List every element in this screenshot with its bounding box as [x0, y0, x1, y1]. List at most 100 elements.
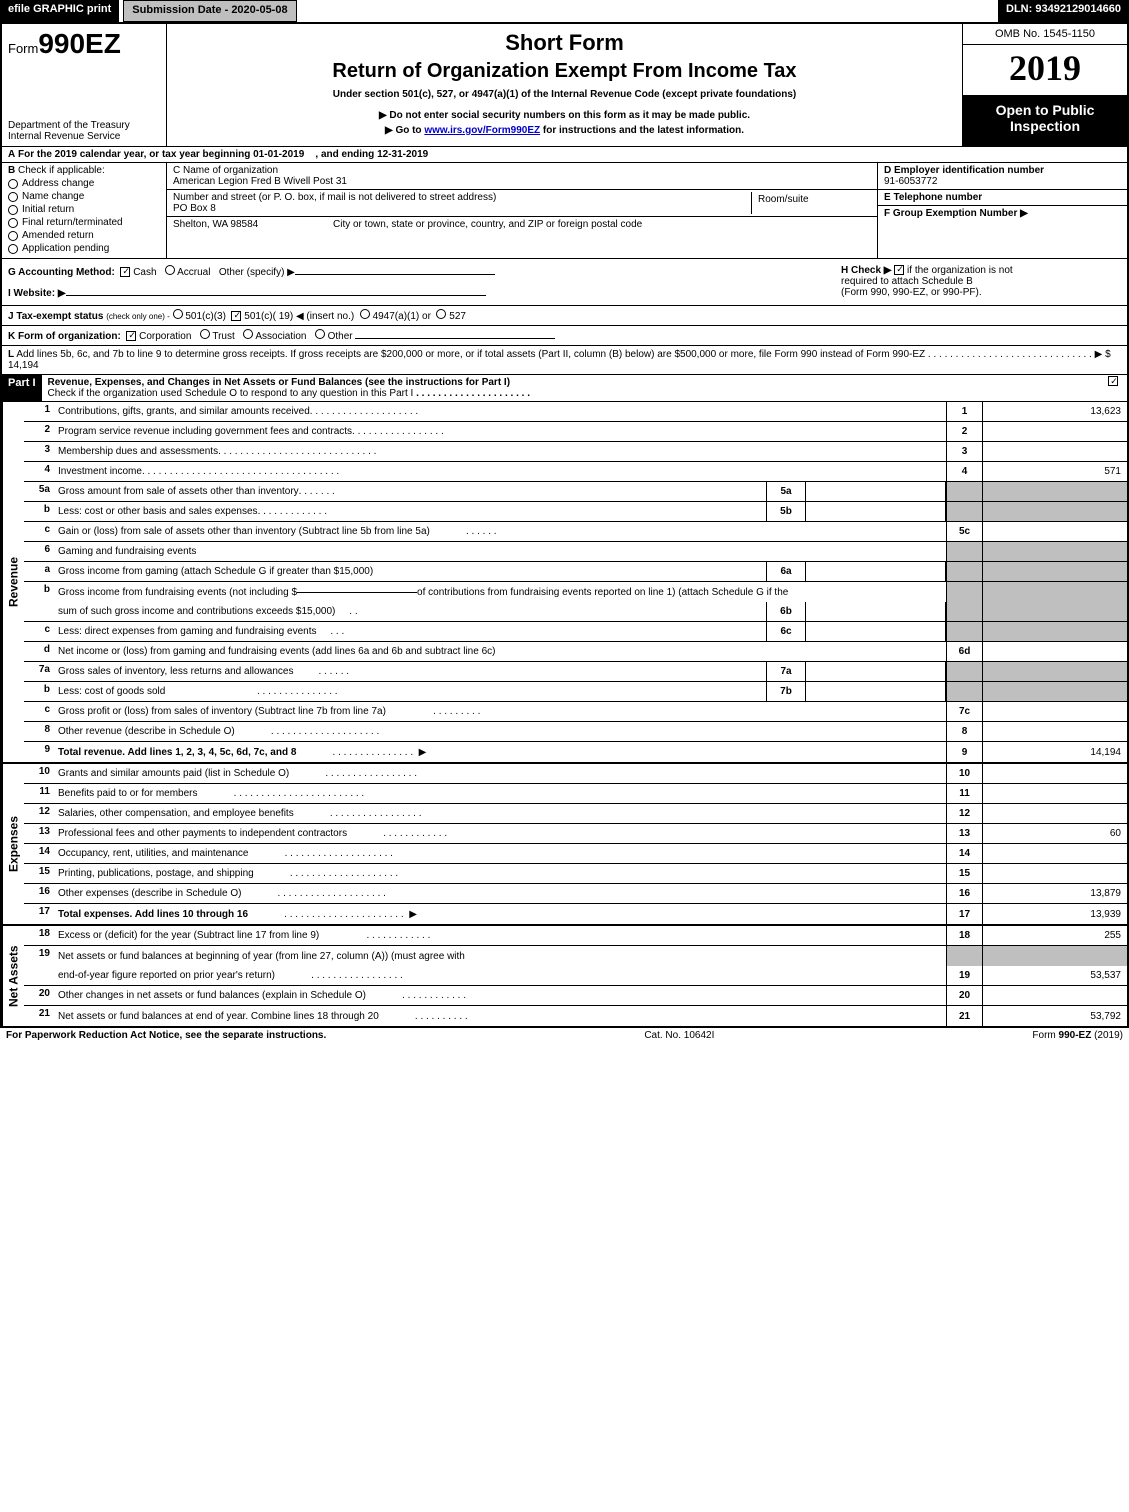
row-a-begin: 01-01-2019 [253, 149, 304, 160]
l17-desc: Total expenses. Add lines 10 through 16 [58, 909, 248, 920]
l18-desc: Excess or (deficit) for the year (Subtra… [58, 930, 319, 941]
l15-rnum: 15 [946, 864, 982, 883]
l13-desc: Professional fees and other payments to … [58, 828, 347, 839]
open-public-line1: Open to Public [965, 102, 1125, 118]
k-opt2: Association [255, 331, 306, 342]
k-opt0: Corporation [139, 331, 191, 342]
l6b2-num [24, 602, 54, 621]
l6a-num: a [24, 562, 54, 581]
d-ein-value: 91-6053772 [884, 176, 937, 187]
check-pending[interactable] [8, 244, 18, 254]
l4-rnum: 4 [946, 462, 982, 481]
l2-desc: Program service revenue including govern… [58, 426, 352, 437]
l19a-num: 19 [24, 946, 54, 966]
l6a-greyval [982, 562, 1127, 581]
radio-cash[interactable] [120, 267, 130, 277]
row-k: K Form of organization: Corporation Trus… [2, 326, 1127, 346]
l6c-inum: 6c [766, 622, 806, 641]
l1-rnum: 1 [946, 402, 982, 421]
form-header: Form990EZ Department of the Treasury Int… [2, 24, 1127, 147]
k-assoc[interactable] [243, 329, 253, 339]
k-trust[interactable] [200, 329, 210, 339]
l16-val: 13,879 [982, 884, 1127, 903]
l8-val [982, 722, 1127, 741]
open-public-badge: Open to Public Inspection [963, 96, 1127, 146]
l6b-blank[interactable] [297, 592, 417, 593]
l5c-desc: Gain or (loss) from sale of assets other… [58, 526, 430, 537]
check-label-2: Initial return [22, 204, 74, 215]
l21-val: 53,792 [982, 1006, 1127, 1026]
check-name-change[interactable] [8, 192, 18, 202]
j-opt3: 4947(a)(1) or [373, 311, 431, 322]
efile-print-button[interactable]: efile GRAPHIC print [0, 0, 119, 22]
j-note: (check only one) - [106, 312, 170, 321]
l7a-num: 7a [24, 662, 54, 681]
l9-rnum: 9 [946, 742, 982, 762]
part1-header-row: Part I Revenue, Expenses, and Changes in… [2, 375, 1127, 402]
l1-num: 1 [24, 402, 54, 421]
check-initial-return[interactable] [8, 205, 18, 215]
c-street-value: PO Box 8 [173, 203, 751, 214]
l19a-greyval [982, 946, 1127, 966]
l7a-desc: Gross sales of inventory, less returns a… [58, 666, 293, 677]
c-street-label: Number and street (or P. O. box, if mail… [173, 192, 751, 203]
l18-num: 18 [24, 926, 54, 945]
l7b-num: b [24, 682, 54, 701]
radio-accrual[interactable] [165, 265, 175, 275]
k-corp[interactable] [126, 331, 136, 341]
l5a-inum: 5a [766, 482, 806, 501]
row-a-mid: , and ending [315, 149, 377, 160]
l7c-desc: Gross profit or (loss) from sales of inv… [58, 706, 386, 717]
form-prefix: Form [8, 41, 38, 56]
j-opt1: 501(c)(3) [185, 311, 226, 322]
under-section-text: Under section 501(c), 527, or 4947(a)(1)… [177, 89, 952, 100]
l19a-grey [946, 946, 982, 966]
part1-title: Revenue, Expenses, and Changes in Net As… [48, 377, 511, 388]
goto-prefix: ▶ Go to [385, 125, 424, 136]
j-501c3[interactable] [173, 309, 183, 319]
check-final-return[interactable] [8, 218, 18, 228]
l5a-desc: Gross amount from sale of assets other t… [58, 486, 299, 497]
k-other-field[interactable] [355, 338, 555, 339]
l10-num: 10 [24, 764, 54, 783]
irs-link[interactable]: www.irs.gov/Form990EZ [424, 125, 540, 136]
website-field[interactable] [66, 295, 486, 296]
j-4947[interactable] [360, 309, 370, 319]
check-label-5: Application pending [22, 243, 109, 254]
h-checkbox[interactable] [894, 265, 904, 275]
l6a-grey [946, 562, 982, 581]
i-label: I Website: ▶ [8, 288, 66, 299]
form-number: 990EZ [38, 28, 121, 59]
c-room-label: Room/suite [751, 192, 871, 214]
l6b-greyval1 [982, 582, 1127, 602]
j-501c[interactable] [231, 311, 241, 321]
l5b-grey [946, 502, 982, 521]
g-accrual: Accrual [177, 267, 210, 278]
l11-rnum: 11 [946, 784, 982, 803]
revenue-side-label: Revenue [2, 402, 24, 762]
l5b-ival [806, 502, 946, 521]
l4-val: 571 [982, 462, 1127, 481]
row-a-pre: For the 2019 calendar year, or tax year … [18, 149, 253, 160]
l6b2-greyval [982, 602, 1127, 621]
dln-label: DLN: 93492129014660 [998, 0, 1129, 22]
g-other-field[interactable] [295, 274, 495, 275]
revenue-section: Revenue 1Contributions, gifts, grants, a… [2, 402, 1127, 762]
l3-val [982, 442, 1127, 461]
omb-number: OMB No. 1545-1150 [963, 24, 1127, 45]
check-amended[interactable] [8, 231, 18, 241]
l6b-pre: Gross income from fundraising events (no… [58, 587, 297, 598]
row-j: J Tax-exempt status (check only one) - 5… [2, 306, 1127, 326]
l6-grey [946, 542, 982, 561]
form-container: Form990EZ Department of the Treasury Int… [0, 22, 1129, 1028]
g-other: Other (specify) ▶ [219, 267, 295, 278]
k-other[interactable] [315, 329, 325, 339]
part1-schedule-o-check[interactable] [1108, 376, 1118, 386]
b-label: B [8, 165, 15, 176]
j-527[interactable] [436, 309, 446, 319]
l17-val: 13,939 [982, 904, 1127, 924]
l16-num: 16 [24, 884, 54, 903]
row-l: L Add lines 5b, 6c, and 7b to line 9 to … [2, 346, 1127, 375]
l11-val [982, 784, 1127, 803]
check-address-change[interactable] [8, 179, 18, 189]
